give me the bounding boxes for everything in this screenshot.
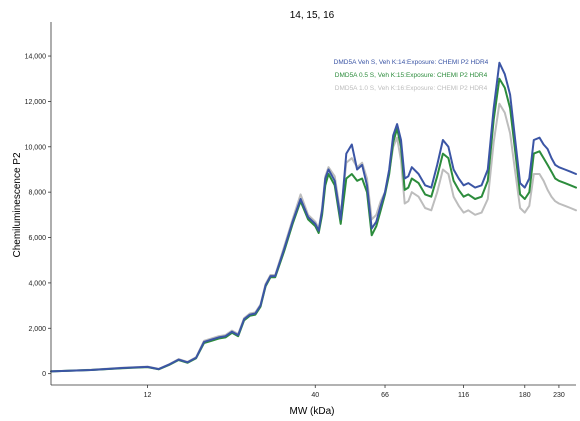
x-tick-label: 66 (381, 392, 389, 399)
y-tick-label: 10,000 (25, 144, 47, 151)
x-axis-ticks: 12 40 66 116 180 230 (144, 385, 565, 399)
legend: DMD5A Veh S, Veh K:14:Exposure: CHEMI P2… (334, 59, 489, 92)
chart-title: 14, 15, 16 (290, 10, 335, 21)
y-axis-title: Chemiluminescence P2 (12, 152, 23, 257)
legend-entry: DMD5A 1.0 S, Veh K:16:Exposure: CHEMI P2… (335, 85, 488, 92)
legend-entry: DMD5A Veh S, Veh K:14:Exposure: CHEMI P2… (334, 59, 489, 66)
y-tick-label: 12,000 (25, 99, 47, 106)
x-axis-title: MW (kDa) (290, 406, 335, 417)
y-tick-label: 0 (42, 371, 46, 378)
series-line (50, 102, 577, 373)
series-line (50, 61, 577, 373)
x-tick-label: 12 (144, 392, 152, 399)
x-tick-label: 116 (458, 392, 469, 399)
plot-area (50, 61, 577, 373)
x-tick-label: 230 (553, 392, 565, 399)
x-tick-label: 40 (311, 392, 319, 399)
x-tick-label: 180 (519, 392, 531, 399)
y-axis-ticks: 0 2,000 4,000 6,000 8,000 10,000 12,000 14,000 (25, 54, 51, 378)
y-tick-label: 2,000 (28, 326, 46, 333)
legend-entry: DMD5A 0.5 S, Veh K:15:Exposure: CHEMI P2… (335, 72, 488, 79)
y-tick-label: 14,000 (25, 54, 47, 61)
y-tick-label: 8,000 (28, 190, 46, 197)
y-tick-label: 4,000 (28, 280, 46, 287)
y-tick-label: 6,000 (28, 235, 46, 242)
